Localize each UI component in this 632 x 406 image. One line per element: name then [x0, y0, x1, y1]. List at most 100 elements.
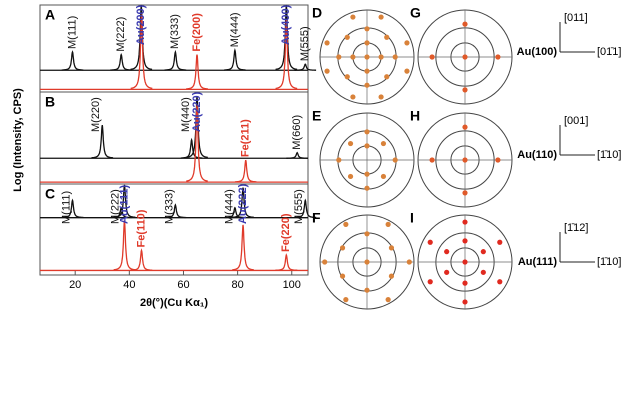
peak-label: Fe(200) — [191, 13, 203, 52]
pole-point — [462, 190, 467, 195]
pole-point — [462, 219, 467, 224]
peak — [295, 64, 317, 70]
pole-point — [462, 125, 467, 130]
panel-label: H — [410, 108, 420, 124]
pole-point — [379, 94, 384, 99]
panel-label: B — [45, 94, 55, 110]
pole-point — [343, 297, 348, 302]
x-tick-label: 40 — [123, 279, 135, 291]
pole-point — [462, 281, 467, 286]
pole-point — [393, 54, 398, 59]
panel-label: F — [312, 210, 321, 226]
x-axis-label: 2θ(°)(Cu Kα₁) — [140, 297, 208, 309]
direction-label: [001] — [564, 115, 588, 127]
peak-label: Au(111) — [118, 185, 130, 224]
pole-point — [324, 69, 329, 74]
plot-frame — [40, 92, 308, 184]
pole-point — [345, 35, 350, 40]
panel-label: A — [45, 7, 55, 23]
x-tick-label: 20 — [69, 279, 81, 291]
peak-label: Au(400) — [280, 4, 292, 45]
pole-point — [364, 186, 369, 191]
peak — [131, 250, 153, 270]
peak-label: M(222) — [115, 17, 127, 52]
direction-label: [01̄1] — [597, 46, 621, 58]
pole-point — [444, 249, 449, 254]
y-axis-label: Log (Intensity, CPS) — [12, 88, 24, 192]
pole-point — [481, 270, 486, 275]
pole-point — [340, 245, 345, 250]
peak — [276, 255, 298, 270]
sample-label: Au(111) — [518, 256, 557, 268]
pole-point — [364, 172, 369, 177]
pole-point — [322, 259, 327, 264]
peak-label: M(444) — [229, 12, 241, 47]
pole-point — [462, 299, 467, 304]
pole-point — [381, 141, 386, 146]
pole-point — [407, 259, 412, 264]
peak-label: M(555) — [299, 26, 311, 61]
pole-point — [497, 279, 502, 284]
pole-point — [348, 174, 353, 179]
direction-label: [1̄10] — [597, 256, 621, 268]
x-tick-label: 60 — [177, 279, 189, 291]
pole-point — [430, 54, 435, 59]
pole-point — [428, 279, 433, 284]
pole-point — [379, 14, 384, 19]
pole-point — [384, 74, 389, 79]
peak — [110, 55, 132, 71]
pole-point — [336, 54, 341, 59]
peak-label: M(111) — [66, 16, 78, 49]
peak — [165, 52, 187, 70]
peak — [186, 55, 208, 89]
peak-label: Au(222) — [237, 183, 249, 224]
pole-point — [364, 83, 369, 88]
pole-point — [350, 94, 355, 99]
pole-point — [343, 222, 348, 227]
peak-label: M(220) — [90, 97, 102, 132]
pole-point — [381, 174, 386, 179]
direction-label: [011] — [564, 12, 588, 24]
pole-point — [364, 54, 369, 59]
x-tick-label: 80 — [231, 279, 243, 291]
peak-label: M(333) — [169, 14, 181, 49]
page: {"chart_data":[ {"type":"xrd","label":"A… — [0, 0, 632, 406]
pole-point — [350, 14, 355, 19]
pole-point — [364, 69, 369, 74]
pole-point — [364, 129, 369, 134]
pole-point — [462, 157, 467, 162]
peak — [114, 220, 136, 269]
pole-point — [462, 54, 467, 59]
peak-label: M(111) — [60, 191, 72, 224]
pole-point — [345, 74, 350, 79]
pole-point — [404, 69, 409, 74]
pole-point — [379, 54, 384, 59]
panel-label: G — [410, 5, 421, 21]
pole-point — [393, 157, 398, 162]
pole-point — [350, 54, 355, 59]
pole-point — [462, 259, 467, 264]
pole-point — [430, 157, 435, 162]
peak — [286, 153, 308, 159]
panel-label: E — [312, 108, 321, 124]
peak-label: M(555) — [293, 189, 305, 224]
pole-point — [384, 35, 389, 40]
panel-label: C — [45, 186, 55, 202]
pole-point — [428, 240, 433, 245]
peak-label: Au(200) — [135, 4, 147, 45]
pole-point — [389, 245, 394, 250]
pole-point — [364, 288, 369, 293]
peak-label: Fe(110) — [135, 209, 147, 247]
pole-point — [495, 157, 500, 162]
pole-point — [340, 274, 345, 279]
pole-point — [336, 157, 341, 162]
peak-label: M(333) — [163, 189, 175, 224]
pole-point — [386, 222, 391, 227]
peak — [235, 160, 257, 182]
pole-point — [462, 22, 467, 27]
peak-label: Au(220) — [191, 91, 203, 132]
peak-label: Fe(211) — [240, 119, 252, 157]
pole-point — [462, 87, 467, 92]
pole-point — [364, 259, 369, 264]
pole-point — [324, 40, 329, 45]
